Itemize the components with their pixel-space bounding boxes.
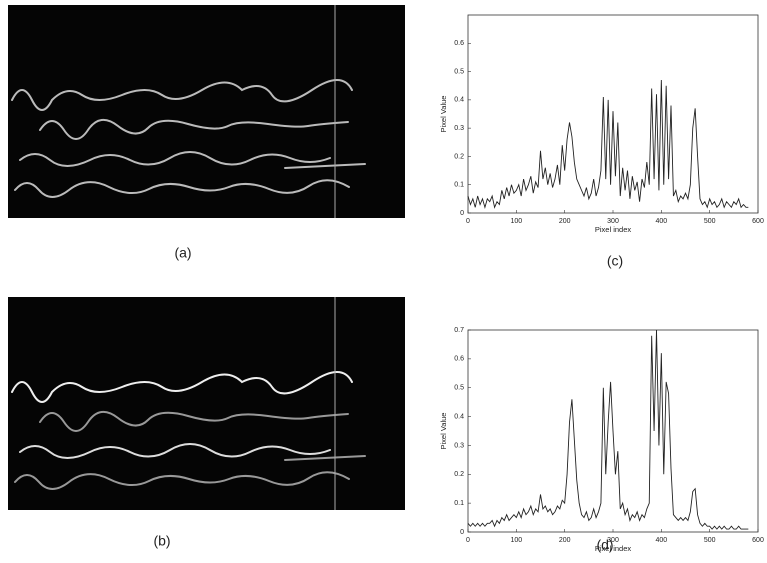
x-tick-label: 400 bbox=[655, 218, 667, 225]
x-tick-label: 600 bbox=[752, 218, 764, 225]
x-tick-label: 200 bbox=[559, 537, 571, 544]
caption: (b) bbox=[153, 533, 170, 549]
image-a bbox=[8, 5, 405, 218]
y-tick-label: 0.2 bbox=[454, 153, 464, 160]
x-tick-label: 0 bbox=[466, 218, 470, 225]
y-tick-label: 0.4 bbox=[454, 413, 464, 420]
x-tick-label: 100 bbox=[510, 537, 522, 544]
x-tick-label: 400 bbox=[655, 537, 667, 544]
y-tick-label: 0.2 bbox=[454, 471, 464, 478]
x-tick-label: 500 bbox=[704, 537, 716, 544]
caption: (d) bbox=[596, 537, 613, 553]
y-tick-label: 0.1 bbox=[454, 500, 464, 507]
y-tick-label: 0.1 bbox=[454, 182, 464, 189]
x-tick-label: 300 bbox=[607, 218, 619, 225]
y-tick-label: 0.6 bbox=[454, 356, 464, 363]
y-tick-label: 0.3 bbox=[454, 125, 464, 132]
y-tick-label: 0.4 bbox=[454, 97, 464, 104]
line-chart: 0 100 200 300 400 500 600 0 0.1 0.2 0.3 0.4 0.5 0.6 0.… bbox=[439, 327, 764, 553]
image-b bbox=[8, 297, 405, 510]
y-axis-label: Pixel Value bbox=[439, 413, 448, 450]
x-tick-label: 100 bbox=[510, 218, 522, 225]
data-line bbox=[467, 329, 749, 530]
x-axis-label: Pixel index bbox=[595, 225, 632, 234]
x-axis-label: Pixel index bbox=[595, 544, 632, 553]
y-tick-label: 0.6 bbox=[454, 40, 464, 47]
line-chart: 0 100 200 300 400 500 600 0 0.1 0.2 0.3 0.4 0.5 0.6 Pi… bbox=[439, 14, 764, 269]
x-tick-label: 0 bbox=[466, 537, 470, 544]
y-tick-label: 0.5 bbox=[454, 385, 464, 392]
y-tick-label: 0 bbox=[460, 529, 464, 536]
y-tick-label: 0 bbox=[460, 210, 464, 217]
data-line bbox=[467, 80, 749, 209]
y-axis-label: Pixel Value bbox=[439, 96, 448, 133]
y-tick-label: 0.5 bbox=[454, 68, 464, 75]
caption: (c) bbox=[607, 253, 623, 269]
caption: (a) bbox=[174, 245, 191, 261]
x-tick-label: 600 bbox=[752, 537, 764, 544]
handwriting bbox=[11, 371, 366, 490]
x-tick-label: 500 bbox=[704, 218, 716, 225]
y-tick-label: 0.3 bbox=[454, 442, 464, 449]
y-tick-label: 0.7 bbox=[454, 327, 464, 334]
x-tick-label: 200 bbox=[559, 218, 571, 225]
handwriting bbox=[11, 79, 366, 198]
x-tick-label: 300 bbox=[607, 537, 619, 544]
